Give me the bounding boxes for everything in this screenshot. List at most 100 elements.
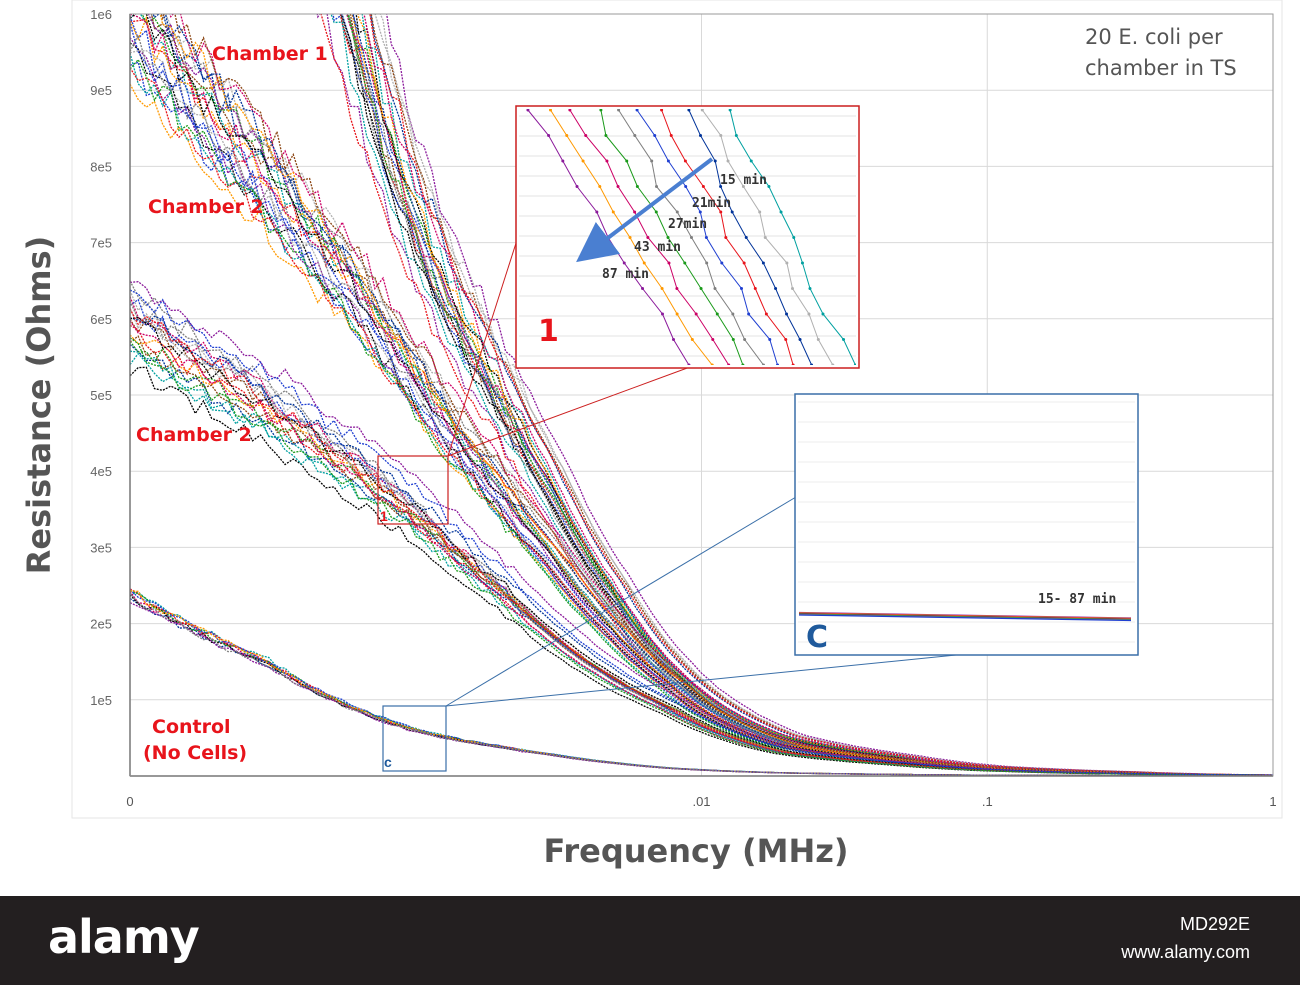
inset-1-point: [687, 109, 691, 112]
inset-1-point: [625, 159, 629, 163]
y-tick-label: 2e5: [90, 617, 112, 632]
time-arrow: [576, 157, 714, 263]
inset-1-point: [635, 109, 639, 112]
x-tick-label: .1: [982, 794, 993, 809]
inset-1-point: [548, 109, 552, 112]
inset-1-point: [727, 363, 731, 365]
inset-1-time-27: 27min: [668, 217, 707, 232]
zoom-box-1: [377, 455, 449, 525]
inset-1-point: [699, 287, 703, 290]
inset-1-point: [565, 134, 569, 137]
series-line: [130, 14, 1273, 776]
inset-c-curves: [798, 611, 1132, 622]
x-axis-title: Frequency (MHz): [544, 832, 849, 870]
inset-1-point: [726, 159, 730, 163]
y-tick-label: 4e5: [90, 464, 112, 479]
series-curves: [130, 14, 1273, 776]
inset-1-point: [660, 287, 664, 290]
brand-logo[interactable]: alamy: [48, 910, 200, 964]
inset-1-point: [779, 210, 783, 214]
inset-1: 15 min 21min 27min 43 min 87 min 1: [515, 105, 860, 369]
x-tick-labels: 0 .01 .1 1: [126, 794, 1276, 809]
inset-1-point: [617, 109, 621, 112]
y-tick-label: 3e5: [90, 540, 112, 555]
inset-1-point: [739, 287, 743, 290]
inset-1-point: [689, 236, 693, 239]
series-line: [130, 592, 1273, 776]
inset-1-point: [704, 236, 708, 239]
series-line: [130, 296, 1273, 776]
inset-1-point: [666, 159, 670, 163]
inset-1-point: [611, 210, 615, 214]
annotation-chamber-2b: Chamber 2: [136, 424, 252, 446]
chart: 1e5 2e5 3e5 4e5 5e5 6e5 7e5 8e5 9e5 1e6 0 .01 .1 1 F…: [20, 0, 1283, 870]
connector-cb: [445, 653, 967, 707]
inset-c-frame: [794, 393, 1139, 656]
inset-1-frame: [515, 105, 860, 369]
inset-c: 15- 87 min C: [794, 393, 1139, 656]
y-tick-label: 8e5: [90, 159, 112, 174]
y-axis-title: Resistance (Ohms): [20, 236, 58, 575]
inset-1-point: [731, 338, 735, 341]
y-tick-label: 5e5: [90, 388, 112, 403]
inset-1-grid: [519, 115, 856, 357]
inset-1-point: [666, 236, 670, 239]
inset-1-point: [816, 338, 820, 341]
inset-c-marker: C: [806, 620, 828, 655]
inset-1-point: [604, 134, 608, 137]
inset-1-point: [719, 134, 723, 137]
inset-1-point: [719, 185, 723, 188]
inset-1-point: [687, 363, 691, 365]
annotation-chamber-1: Chamber 1: [212, 43, 328, 65]
inset-1-point: [654, 210, 658, 214]
inset-1-point: [713, 159, 717, 163]
inset-1-point: [690, 338, 694, 341]
inset-1-point: [842, 338, 846, 341]
inset-1-point: [635, 185, 639, 188]
series-line: [369, 14, 1273, 776]
connector-ca: [445, 496, 797, 707]
connector-1a: [447, 239, 518, 457]
inset-1-point: [675, 287, 679, 290]
series-line: [130, 335, 1273, 776]
inset-1-point: [747, 312, 751, 316]
zoom-marker-1: 1: [380, 508, 388, 524]
inset-1-point: [749, 159, 753, 163]
inset-1-point: [660, 109, 664, 112]
series-line: [386, 14, 1273, 776]
inset-1-point: [633, 134, 637, 137]
series-line: [152, 14, 1273, 776]
inset-1-point: [713, 287, 717, 290]
series-line: [357, 14, 1273, 776]
inset-1-point: [684, 185, 688, 188]
inset-1-time-21: 21min: [692, 196, 731, 211]
inset-1-point: [705, 261, 709, 265]
inset-1-point: [800, 261, 804, 265]
inset-1-point: [642, 261, 646, 265]
inset-1-point: [701, 185, 705, 188]
inset-1-point: [605, 159, 609, 163]
inset-1-point: [767, 185, 771, 188]
series-line: [130, 37, 1273, 776]
inset-c-line: [798, 614, 1132, 622]
site-url-link[interactable]: www.alamy.com: [1121, 942, 1250, 962]
inset-1-point: [561, 159, 565, 163]
inset-1-point: [710, 363, 714, 365]
inset-1-point: [821, 312, 825, 316]
y-tick-labels: 1e5 2e5 3e5 4e5 5e5 6e5 7e5 8e5 9e5 1e6: [90, 7, 112, 708]
inset-1-point: [698, 210, 702, 214]
inset-c-grid: [798, 401, 1135, 643]
inset-1-point: [698, 134, 702, 137]
x-tick-label: 0: [126, 794, 133, 809]
y-tick-label: 6e5: [90, 312, 112, 327]
inset-1-point: [675, 210, 679, 214]
y-tick-label: 7e5: [90, 236, 112, 251]
inset-1-point: [810, 363, 814, 365]
inset-1-point: [764, 312, 768, 316]
inset-1-point: [831, 363, 835, 365]
inset-1-point: [669, 134, 673, 137]
series-line: [130, 352, 1273, 776]
inset-1-point: [761, 363, 765, 365]
inset-1-point: [791, 363, 795, 365]
inset-1-point: [694, 312, 698, 316]
